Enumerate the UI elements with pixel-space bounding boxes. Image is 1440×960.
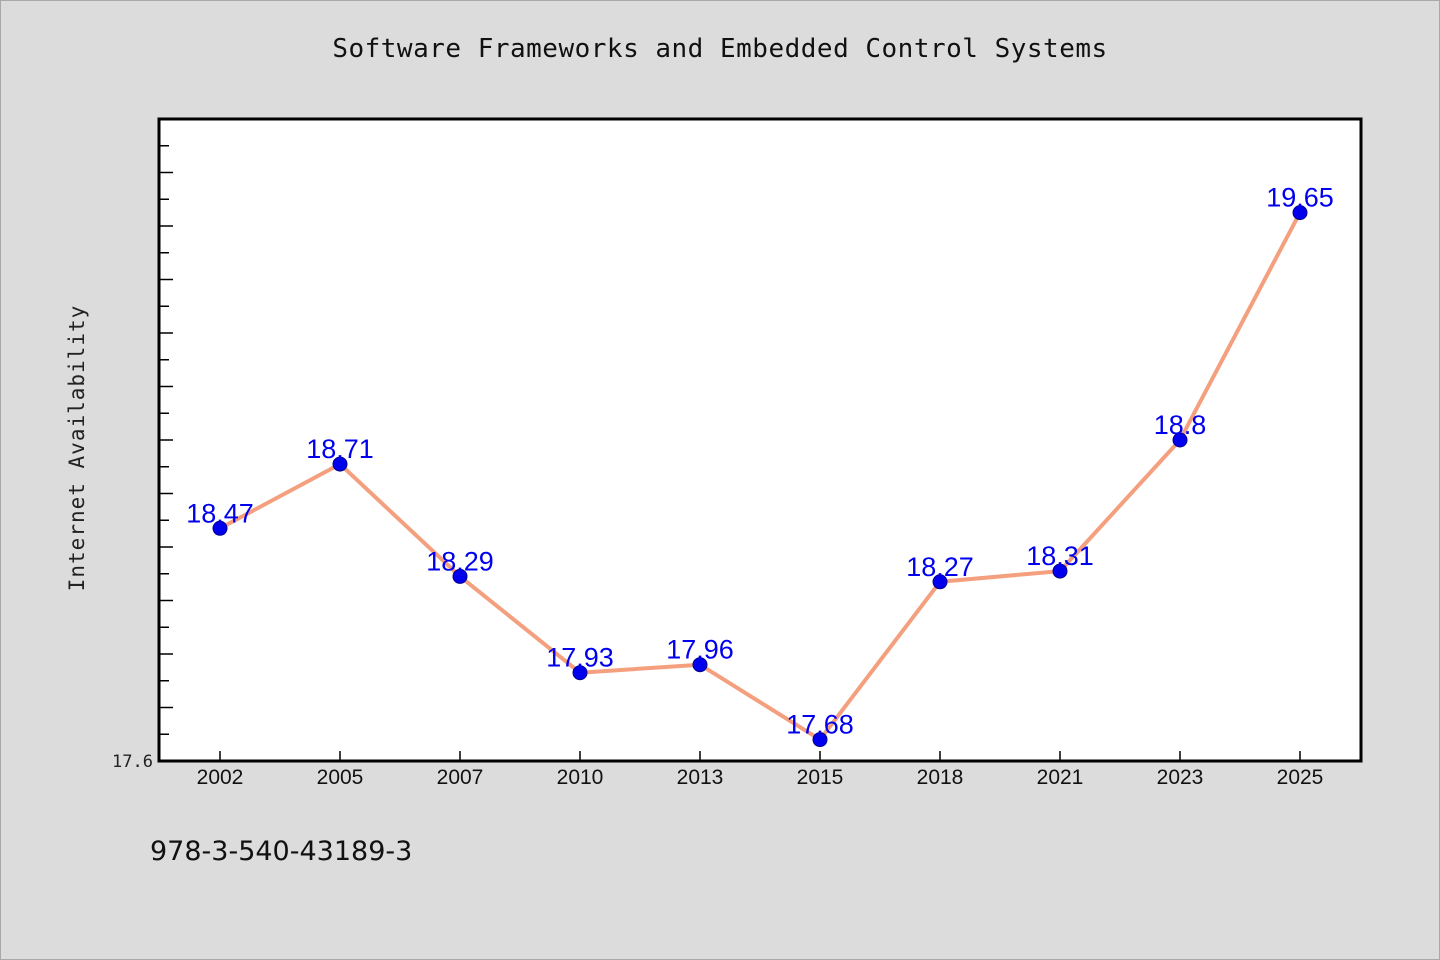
x-axis-ticks: 2002 2005 2007 2010 2013 2015 2018 2021 2023 2025 — [197, 751, 1324, 789]
data-point — [692, 657, 708, 673]
data-point — [812, 732, 828, 748]
x-tick-label: 2021 — [1037, 766, 1084, 789]
x-tick-label: 2002 — [197, 766, 244, 789]
x-tick-label: 2005 — [317, 766, 364, 789]
data-point — [1172, 432, 1188, 448]
series-line — [218, 210, 1302, 742]
data-label: 18.29 — [426, 546, 494, 576]
y-axis-ticks: 17.6 — [112, 145, 173, 772]
chart-title: Software Frameworks and Embedded Control… — [332, 34, 1108, 64]
isbn-text: 978-3-540-43189-3 — [150, 836, 413, 867]
data-label: 18.31 — [1026, 541, 1094, 571]
data-label: 18.71 — [306, 434, 374, 464]
data-label: 19.65 — [1266, 183, 1334, 213]
data-label: 17.96 — [666, 635, 734, 665]
x-tick-label: 2007 — [437, 766, 484, 789]
x-tick-label: 2025 — [1277, 766, 1324, 789]
data-point — [1292, 205, 1308, 221]
series-layer: 18.47 18.71 18.29 17.93 17.96 17.68 18.27 18.31… — [186, 183, 1334, 748]
data-point — [452, 568, 468, 584]
x-tick-label: 2015 — [797, 766, 844, 789]
x-tick-label: 2023 — [1157, 766, 1204, 789]
data-point — [332, 456, 348, 472]
data-label: 17.68 — [786, 710, 854, 740]
data-point — [932, 574, 948, 590]
data-label: 18.8 — [1154, 410, 1207, 440]
y-tick-label: 17.6 — [112, 752, 153, 772]
data-label: 18.47 — [186, 498, 254, 528]
data-label: 18.27 — [906, 552, 974, 582]
data-point — [572, 665, 588, 681]
data-label: 17.93 — [546, 643, 614, 673]
data-point — [212, 520, 228, 536]
data-point — [1052, 563, 1068, 579]
plot-area — [157, 117, 1363, 763]
x-tick-label: 2010 — [557, 766, 604, 789]
x-tick-label: 2018 — [917, 766, 964, 789]
x-tick-label: 2013 — [677, 766, 724, 789]
